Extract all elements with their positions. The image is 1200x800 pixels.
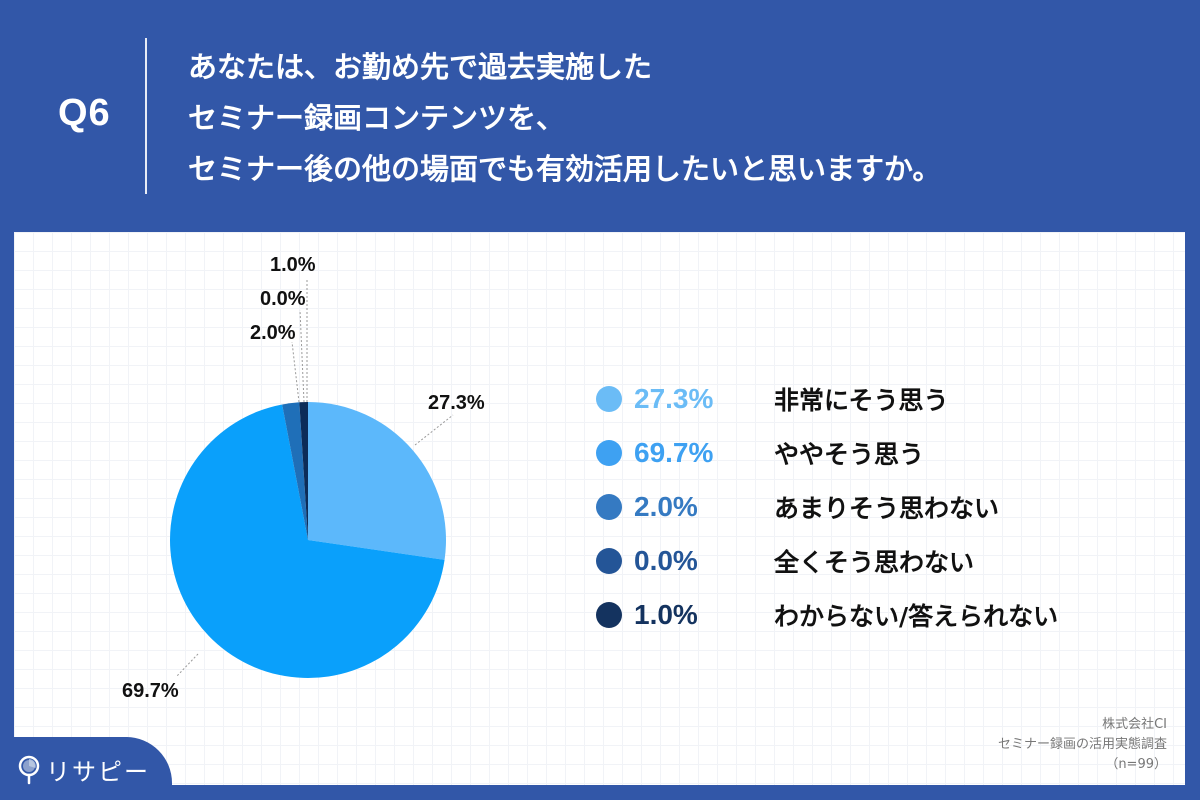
- legend-label: 全くそう思わない: [774, 548, 975, 577]
- legend-dot-icon: [596, 494, 622, 520]
- legend-dot-icon: [596, 602, 622, 628]
- pie-label-not-at-all: 0.0%: [260, 288, 306, 310]
- question-line-1: あなたは、お勤め先で過去実施した: [188, 50, 653, 84]
- legend-dot-icon: [596, 386, 622, 412]
- legend-label: ややそう思う: [774, 440, 925, 469]
- legend-percent: 0.0%: [634, 545, 698, 576]
- pie-slices: [169, 402, 446, 678]
- legend-percent: 27.3%: [634, 383, 714, 414]
- legend-dot-icon: [596, 548, 622, 574]
- source-sample-size: （n=99）: [1105, 757, 1167, 772]
- pie-slice-somewhat: [169, 404, 445, 678]
- leader-line-2: [291, 341, 300, 403]
- source-company: 株式会社CI: [1102, 717, 1167, 732]
- pie-label-dont-know: 1.0%: [270, 254, 316, 276]
- source-survey: セミナー録画の活用実態調査: [997, 737, 1167, 752]
- legend-percent: 69.7%: [634, 437, 714, 468]
- question-line-3: セミナー後の他の場面でも有効活用したいと思いますか。: [188, 152, 942, 186]
- pie-label-very-much: 27.3%: [428, 392, 485, 414]
- header: Q6 あなたは、お勤め先で過去実施した セミナー録画コンテンツを、 セミナー後の…: [0, 0, 1200, 232]
- legend-item-dont-know: 1.0% わからない/答えられない: [596, 588, 1058, 642]
- legend-percent: 2.0%: [634, 491, 698, 522]
- source-note: 株式会社CI セミナー録画の活用実態調査 （n=99）: [998, 715, 1167, 775]
- question-number: Q6: [58, 92, 111, 134]
- legend-label: 非常にそう思う: [774, 386, 949, 415]
- legend-item-not-much: 2.0% あまりそう思わない: [596, 480, 1058, 534]
- legend-item-very-much: 27.3% 非常にそう思う: [596, 372, 1058, 426]
- pie-label-not-much: 2.0%: [250, 322, 296, 344]
- legend-item-not-at-all: 0.0% 全くそう思わない: [596, 534, 1058, 588]
- logo-text: リサピー: [46, 758, 150, 786]
- leader-lines: [175, 278, 454, 678]
- chart-panel: 27.3% 69.7% 2.0% 0.0% 1.0% 27.3% 非常にそう思う…: [14, 232, 1185, 785]
- legend-dot-icon: [596, 440, 622, 466]
- pin-chart-icon: [18, 755, 40, 784]
- pie-label-somewhat: 69.7%: [122, 680, 179, 702]
- pie-chart: [169, 278, 454, 678]
- legend-item-somewhat: 69.7% ややそう思う: [596, 426, 1058, 480]
- pie-slice-not-much: [282, 402, 308, 540]
- leader-line-69: [175, 653, 199, 678]
- header-divider: [145, 38, 147, 194]
- legend-label: あまりそう思わない: [774, 494, 1000, 523]
- pie-slice-dont-know: [299, 402, 308, 540]
- legend-label: わからない/答えられない: [774, 602, 1059, 631]
- leader-line-27: [414, 414, 454, 446]
- legend-percent: 1.0%: [634, 599, 698, 630]
- question-line-2: セミナー録画コンテンツを、: [188, 101, 566, 135]
- leader-line-0: [299, 309, 305, 403]
- brand-logo: リサピー: [18, 752, 150, 787]
- pie-slice-very-much: [308, 402, 446, 560]
- legend: 27.3% 非常にそう思う 69.7% ややそう思う 2.0% あまりそう思わな…: [596, 372, 1058, 642]
- question-text: あなたは、お勤め先で過去実施した セミナー録画コンテンツを、 セミナー後の他の場…: [188, 42, 941, 195]
